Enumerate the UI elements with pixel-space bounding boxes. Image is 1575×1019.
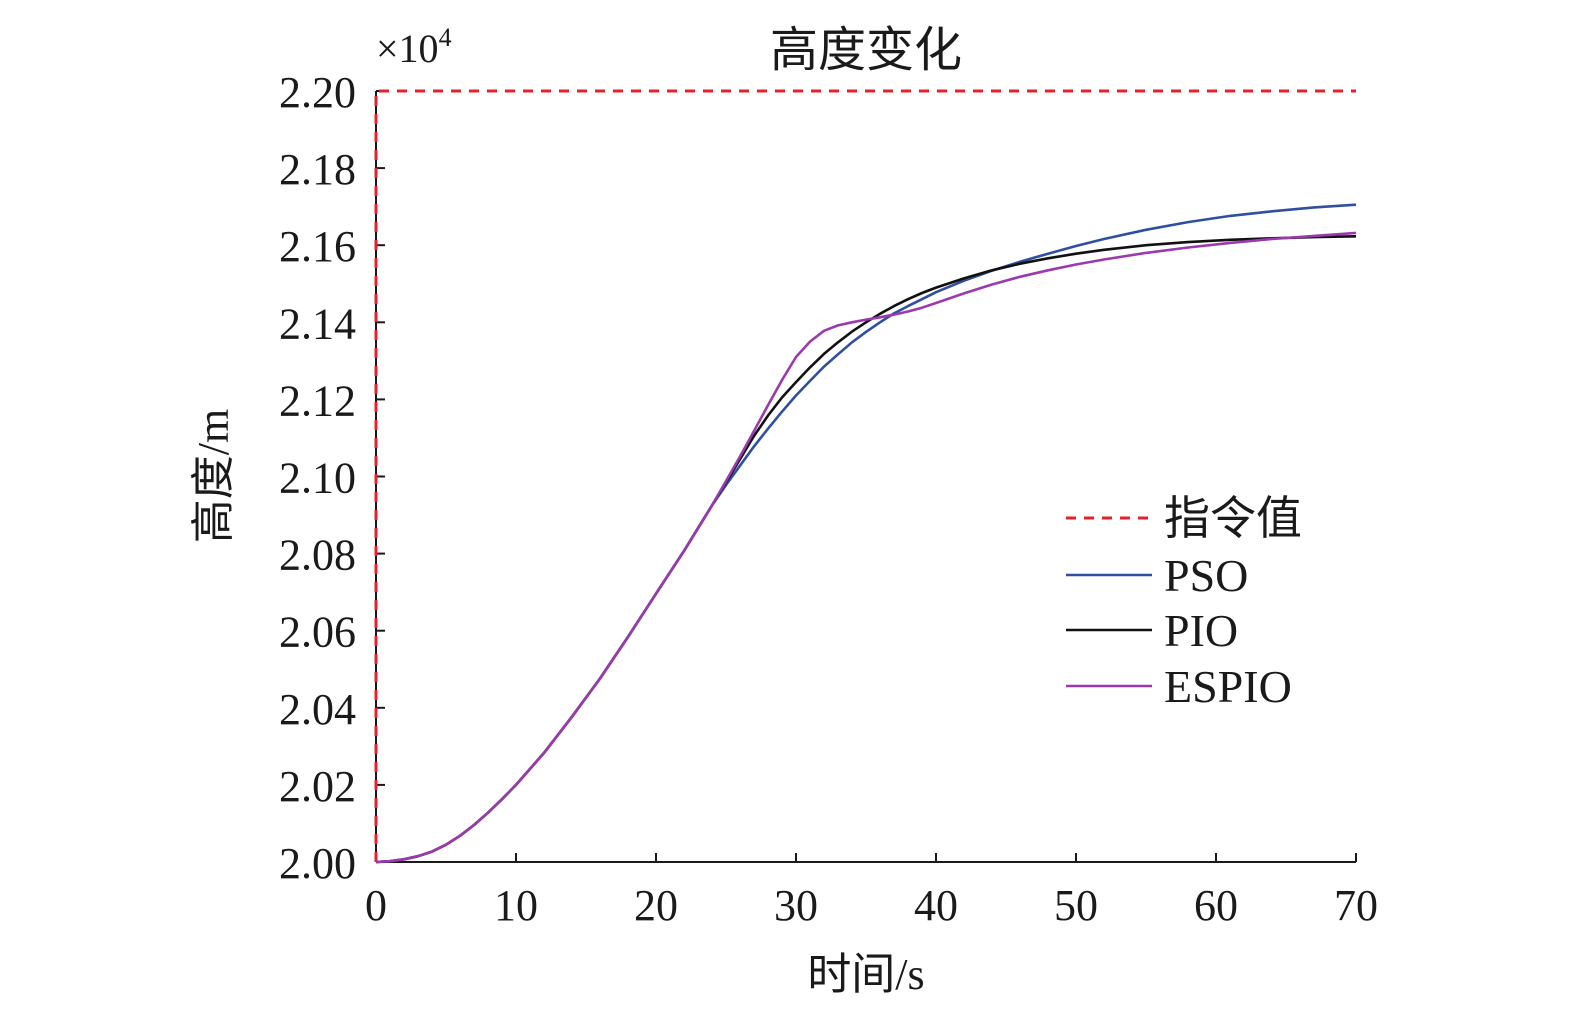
y-tick-label: 2.18 bbox=[279, 145, 356, 194]
y-tick-label: 2.10 bbox=[279, 454, 356, 503]
x-axis-ticks: 0 10 20 30 40 50 60 70 bbox=[365, 853, 1378, 930]
x-tick-label: 50 bbox=[1054, 881, 1098, 930]
series-lines bbox=[374, 89, 1357, 864]
x-tick-label: 60 bbox=[1194, 881, 1238, 930]
x-tick-label: 40 bbox=[914, 881, 958, 930]
y-scale-base: ×10 bbox=[376, 26, 439, 71]
x-axis-label: 时间/s bbox=[807, 950, 924, 999]
y-scale-exponent: 4 bbox=[439, 23, 452, 52]
y-tick-label: 2.06 bbox=[279, 608, 356, 657]
chart-title: 高度变化 bbox=[770, 24, 962, 77]
y-tick-label: 2.00 bbox=[279, 839, 356, 888]
x-tick-label: 0 bbox=[365, 881, 387, 930]
legend-label: PSO bbox=[1164, 550, 1248, 601]
legend-label: 指令值 bbox=[1164, 493, 1302, 544]
y-tick-label: 2.12 bbox=[279, 376, 356, 425]
series-line-指令值 bbox=[374, 89, 1356, 862]
legend-label: ESPIO bbox=[1164, 661, 1292, 712]
x-tick-label: 10 bbox=[494, 881, 538, 930]
legend-label: PIO bbox=[1164, 605, 1238, 656]
x-tick-label: 70 bbox=[1334, 881, 1378, 930]
x-tick-label: 20 bbox=[634, 881, 678, 930]
axes bbox=[375, 91, 1356, 863]
y-axis-ticks: 2.00 2.02 2.04 2.06 2.08 2.10 2.12 2.14 2.16 2.18… bbox=[279, 68, 385, 888]
y-tick-label: 2.02 bbox=[279, 762, 356, 811]
y-tick-label: 2.04 bbox=[279, 685, 356, 734]
series-line-ESPIO bbox=[375, 231, 1357, 864]
x-tick-label: 30 bbox=[774, 881, 818, 930]
y-tick-label: 2.08 bbox=[279, 531, 356, 580]
y-tick-label: 2.16 bbox=[279, 222, 356, 271]
y-tick-label: 2.14 bbox=[279, 299, 356, 348]
y-tick-label: 2.20 bbox=[279, 68, 356, 117]
y-scale-multiplier: ×104 bbox=[376, 23, 452, 71]
y-axis-label: 高度/m bbox=[189, 409, 238, 543]
